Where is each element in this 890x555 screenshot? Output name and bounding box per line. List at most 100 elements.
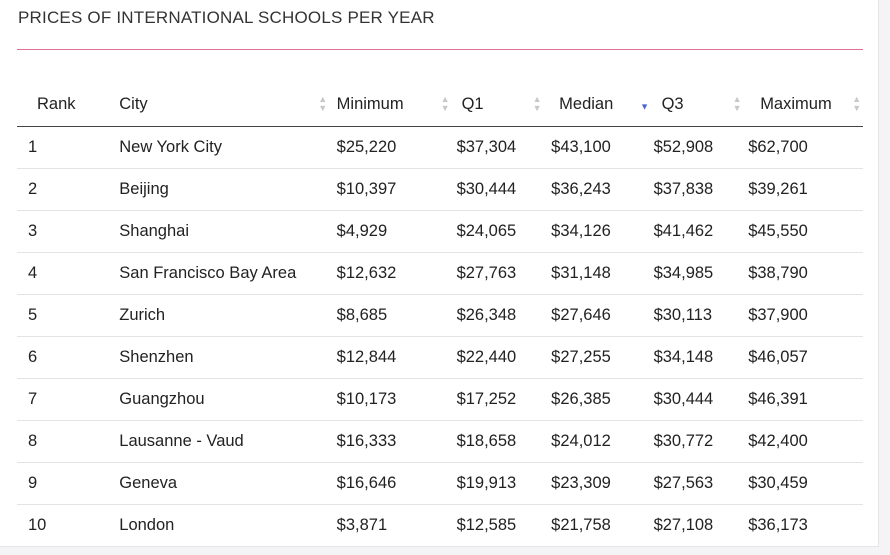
cell-median: $36,243 bbox=[551, 168, 654, 211]
cell-minimum: $12,844 bbox=[336, 336, 457, 379]
cell-maximum: $46,057 bbox=[748, 336, 863, 379]
sort-icon[interactable]: ▲ ▼ bbox=[532, 94, 542, 113]
cell-minimum: $3,871 bbox=[336, 516, 388, 534]
cell-city: Shanghai bbox=[119, 210, 337, 253]
cell-median: $26,385 bbox=[551, 378, 654, 421]
cell-q3: $34,148 bbox=[653, 336, 749, 379]
cell-city: London bbox=[119, 516, 175, 534]
cell-median: $27,646 bbox=[551, 294, 654, 337]
cell-rank: 4 bbox=[17, 252, 120, 295]
cell-q3: $27,563 bbox=[653, 462, 749, 505]
cell-city: Guangzhou bbox=[119, 378, 337, 421]
schools-price-table: Rank City ▲ ▼ Minimum ▲ ▼ Q1 bbox=[17, 82, 863, 546]
cell-q1: $27,763 bbox=[456, 252, 552, 295]
table-row: 8 Lausanne - Vaud $16,333 $18,658 $24,012 $30… bbox=[17, 420, 863, 463]
column-header-minimum[interactable]: Minimum ▲ ▼ bbox=[336, 82, 457, 127]
cell-maximum: $62,700 bbox=[748, 126, 863, 169]
column-header-rank: Rank bbox=[17, 82, 120, 127]
cell-median: $31,148 bbox=[551, 252, 654, 295]
cell-q1: $26,348 bbox=[456, 294, 552, 337]
cell-maximum: $37,900 bbox=[748, 294, 863, 337]
cell-rank: 7 bbox=[17, 378, 120, 421]
column-header-maximum-label: Maximum bbox=[760, 94, 832, 113]
cell-rank: 9 bbox=[17, 462, 120, 505]
sort-icon[interactable]: ▲ ▼ bbox=[440, 94, 450, 113]
cell-maximum: $38,790 bbox=[748, 252, 863, 295]
cell-q3: $37,838 bbox=[653, 168, 749, 211]
cell-q1: $17,252 bbox=[456, 378, 552, 421]
table-row: 6 Shenzhen $12,844 $22,440 $27,255 $34,148 $46… bbox=[17, 336, 863, 379]
cell-minimum: $16,646 bbox=[336, 462, 457, 505]
cell-median: $43,100 bbox=[551, 126, 654, 169]
cell-maximum: $39,261 bbox=[748, 168, 863, 211]
cell-maximum: $42,400 bbox=[748, 420, 863, 463]
table-header-row: Rank City ▲ ▼ Minimum ▲ ▼ Q1 bbox=[17, 82, 863, 127]
cell-maximum: $46,391 bbox=[748, 378, 863, 421]
page-title: PRICES OF INTERNATIONAL SCHOOLS PER YEAR bbox=[18, 8, 435, 27]
table-row: 2 Beijing $10,397 $30,444 $36,243 $37,838 $39,… bbox=[17, 168, 863, 211]
cell-rank: 8 bbox=[17, 420, 120, 463]
table-row: 1 New York City $25,220 $37,304 $43,100 $52,9… bbox=[17, 126, 863, 169]
title-divider bbox=[17, 49, 863, 50]
cell-q3: $30,772 bbox=[653, 420, 749, 463]
sort-icon[interactable]: ▲ ▼ bbox=[318, 94, 328, 113]
cell-median: $21,758 bbox=[551, 516, 611, 534]
column-header-rank-label: Rank bbox=[37, 94, 76, 113]
cell-q3: $34,985 bbox=[653, 252, 749, 295]
cell-city: Shenzhen bbox=[119, 336, 337, 379]
table-row: 7 Guangzhou $10,173 $17,252 $26,385 $30,444 $4… bbox=[17, 378, 863, 421]
cell-q3: $52,908 bbox=[653, 126, 749, 169]
cell-q3: $30,444 bbox=[653, 378, 749, 421]
sort-icon[interactable]: ▲ ▼ bbox=[852, 94, 862, 113]
table-body: 1 New York City $25,220 $37,304 $43,100 $52,9… bbox=[17, 126, 863, 547]
table-card: PRICES OF INTERNATIONAL SCHOOLS PER YEAR… bbox=[0, 0, 879, 547]
table-row: 5 Zurich $8,685 $26,348 $27,646 $30,113 $37,90… bbox=[17, 294, 863, 337]
table-row: 4 San Francisco Bay Area $12,632 $27,763 $31… bbox=[17, 252, 863, 295]
cell-rank: 6 bbox=[17, 336, 120, 379]
cell-q1: $30,444 bbox=[456, 168, 552, 211]
cell-q1: $37,304 bbox=[456, 126, 552, 169]
cell-median: $34,126 bbox=[551, 210, 654, 253]
cell-minimum: $8,685 bbox=[336, 294, 457, 337]
cell-median: $27,255 bbox=[551, 336, 654, 379]
column-header-median-label: Median bbox=[559, 94, 614, 113]
cell-city: Geneva bbox=[119, 462, 337, 505]
cell-rank: 2 bbox=[17, 168, 120, 211]
cell-city: San Francisco Bay Area bbox=[119, 252, 337, 295]
table-row: 9 Geneva $16,646 $19,913 $23,309 $27,563 $30,4… bbox=[17, 462, 863, 505]
cell-q1: $18,658 bbox=[456, 420, 552, 463]
cell-q3: $41,462 bbox=[653, 210, 749, 253]
cell-maximum: $36,173 bbox=[748, 516, 808, 534]
cell-minimum: $10,397 bbox=[336, 168, 457, 211]
column-header-minimum-label: Minimum bbox=[336, 94, 404, 113]
cell-city: New York City bbox=[119, 126, 337, 169]
cell-city: Zurich bbox=[119, 294, 337, 337]
cell-q1: $24,065 bbox=[456, 210, 552, 253]
sort-descending-icon[interactable]: ▼ bbox=[640, 101, 650, 112]
cell-q1: $19,913 bbox=[456, 462, 552, 505]
cell-city: Beijing bbox=[119, 168, 337, 211]
column-header-city-label: City bbox=[119, 94, 148, 113]
cell-maximum: $45,550 bbox=[748, 210, 863, 253]
cell-q3: $30,113 bbox=[653, 294, 749, 337]
table-row: 10 London $3,871 $12,585 $21,758 $27,108 $36,1… bbox=[17, 505, 863, 547]
cell-maximum: $30,459 bbox=[748, 462, 863, 505]
column-header-q1[interactable]: Q1 ▲ ▼ bbox=[456, 82, 552, 127]
cell-median: $23,309 bbox=[551, 462, 654, 505]
cell-minimum: $12,632 bbox=[336, 252, 457, 295]
table-row: 3 Shanghai $4,929 $24,065 $34,126 $41,462 $45,… bbox=[17, 210, 863, 253]
column-header-q3-label: Q3 bbox=[661, 94, 684, 113]
column-header-maximum[interactable]: Maximum ▲ ▼ bbox=[748, 82, 863, 127]
cell-rank: 1 bbox=[17, 126, 120, 169]
cell-minimum: $25,220 bbox=[336, 126, 457, 169]
cell-rank: 3 bbox=[17, 210, 120, 253]
cell-q1: $12,585 bbox=[456, 516, 517, 534]
cell-median: $24,012 bbox=[551, 420, 654, 463]
cell-minimum: $16,333 bbox=[336, 420, 457, 463]
column-header-median[interactable]: Median ▼ bbox=[551, 82, 654, 127]
column-header-city[interactable]: City ▲ ▼ bbox=[119, 82, 337, 127]
cell-q3: $27,108 bbox=[653, 516, 714, 534]
sort-icon[interactable]: ▲ ▼ bbox=[732, 94, 742, 113]
column-header-q3[interactable]: Q3 ▲ ▼ bbox=[653, 82, 749, 127]
cell-minimum: $4,929 bbox=[336, 210, 457, 253]
